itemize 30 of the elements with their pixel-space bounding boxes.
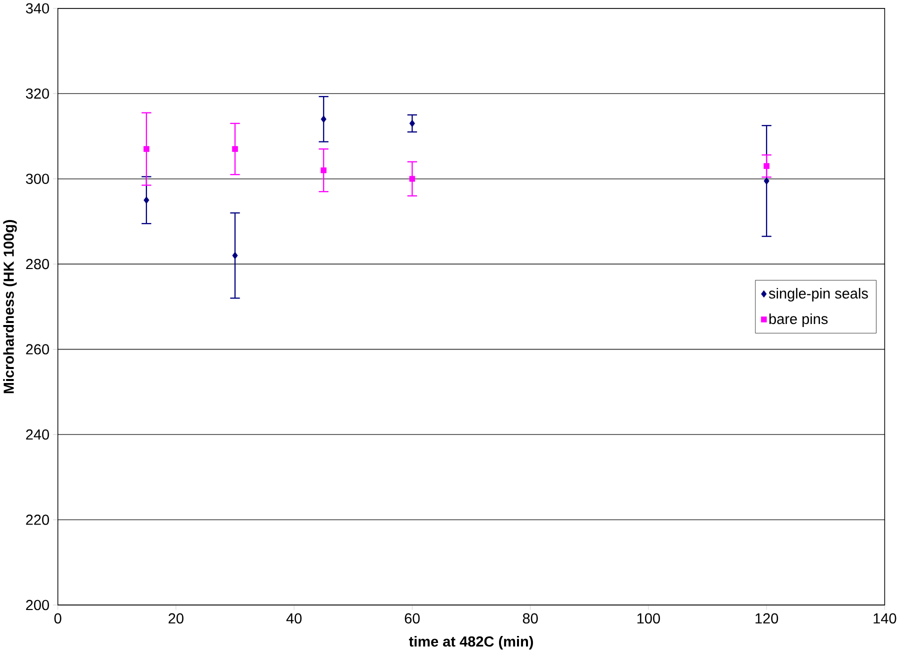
point xyxy=(232,252,238,260)
x-tick-label: 0 xyxy=(54,613,62,624)
x-tick-label: 20 xyxy=(168,613,184,624)
x-tick-label: 100 xyxy=(637,613,660,624)
point xyxy=(320,116,326,123)
y-tick-label: 300 xyxy=(26,174,50,184)
point xyxy=(320,168,327,174)
y-axis-title: Microhardness (HK 100g) xyxy=(3,220,17,394)
point xyxy=(144,146,150,152)
point xyxy=(232,146,238,152)
point xyxy=(764,177,770,185)
y-tick-label: 240 xyxy=(26,430,50,440)
y-tick-label: 280 xyxy=(26,259,50,270)
x-tick-label: 60 xyxy=(404,613,420,624)
y-tick-label: 200 xyxy=(26,600,50,610)
y-tick-label: 220 xyxy=(26,514,50,526)
x-tick-label: 140 xyxy=(874,613,896,624)
x-axis-title: time at 482C (min) xyxy=(408,636,533,650)
y-tick-label: 320 xyxy=(26,88,50,99)
x-tick-label: 120 xyxy=(756,613,778,624)
point xyxy=(144,196,150,204)
legend-label: bare pins xyxy=(769,314,828,328)
point xyxy=(409,120,416,128)
legend-label: single-pin seals xyxy=(768,288,868,302)
y-tick-label: 340 xyxy=(26,3,50,14)
point xyxy=(764,163,770,170)
y-tick-label: 260 xyxy=(26,344,50,355)
x-tick-label: 40 xyxy=(286,613,302,624)
point xyxy=(409,176,416,182)
x-tick-label: 80 xyxy=(522,613,538,624)
